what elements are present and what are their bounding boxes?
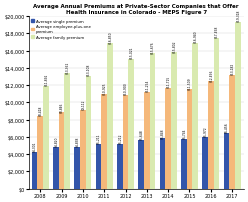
Bar [123, 95, 128, 189]
Text: $16,850: $16,850 [108, 31, 112, 43]
Bar [165, 88, 171, 189]
Text: $9,112: $9,112 [81, 99, 85, 110]
Text: $5,211: $5,211 [96, 133, 100, 143]
Bar [187, 90, 192, 189]
Text: $13,182: $13,182 [230, 63, 234, 75]
Text: $16,940: $16,940 [193, 30, 197, 43]
Text: $4,820: $4,820 [54, 136, 58, 147]
Text: $15,802: $15,802 [172, 40, 176, 52]
Bar [117, 144, 123, 189]
Bar [160, 139, 165, 189]
Bar [144, 92, 150, 189]
Bar [59, 113, 64, 189]
Text: $10,900: $10,900 [124, 82, 127, 95]
Text: $4,301: $4,301 [33, 141, 37, 151]
Text: $10,925: $10,925 [102, 82, 106, 94]
Text: $12,456: $12,456 [209, 69, 213, 81]
Bar [138, 140, 144, 189]
Legend: Average single premium, Average employee-plus-one
premium, Average family premiu: Average single premium, Average employee… [31, 19, 92, 40]
Bar [192, 43, 198, 189]
Text: $5,212: $5,212 [118, 133, 122, 143]
Bar [181, 139, 187, 189]
Bar [150, 54, 155, 189]
Text: $13,362: $13,362 [65, 61, 69, 73]
Bar [53, 147, 59, 189]
Bar [171, 53, 177, 189]
Bar [37, 117, 43, 189]
Title: Average Annual Premiums at Private-Sector Companies that Offer
Health Insurance : Average Annual Premiums at Private-Secto… [33, 4, 239, 15]
Text: $17,458: $17,458 [215, 26, 218, 38]
Bar [202, 138, 208, 189]
Bar [80, 110, 86, 189]
Text: $6,456: $6,456 [224, 122, 228, 133]
Bar [214, 39, 219, 189]
Text: $5,648: $5,648 [139, 129, 143, 140]
Bar [86, 76, 92, 189]
Text: $11,715: $11,715 [166, 75, 170, 87]
Text: $5,972: $5,972 [203, 126, 207, 137]
Text: $11,892: $11,892 [44, 74, 48, 86]
Text: $13,108: $13,108 [87, 63, 91, 76]
Bar [107, 44, 113, 189]
Bar [224, 133, 229, 189]
Text: $15,021: $15,021 [129, 47, 133, 59]
Bar [208, 82, 214, 189]
Bar [43, 87, 49, 189]
Text: $19,318: $19,318 [236, 10, 240, 22]
Text: $4,838: $4,838 [75, 136, 79, 146]
Text: $5,744: $5,744 [182, 128, 186, 139]
Text: $5,848: $5,848 [160, 127, 164, 138]
Bar [229, 76, 235, 189]
Text: $11,509: $11,509 [187, 77, 191, 89]
Bar [74, 147, 80, 189]
Bar [32, 152, 37, 189]
Bar [96, 144, 101, 189]
Bar [235, 23, 241, 189]
Text: $11,254: $11,254 [145, 79, 149, 92]
Bar [64, 74, 70, 189]
Bar [128, 60, 134, 189]
Text: $8,846: $8,846 [60, 102, 64, 112]
Text: $15,676: $15,676 [151, 41, 155, 54]
Text: $8,418: $8,418 [38, 105, 42, 116]
Bar [101, 95, 107, 189]
